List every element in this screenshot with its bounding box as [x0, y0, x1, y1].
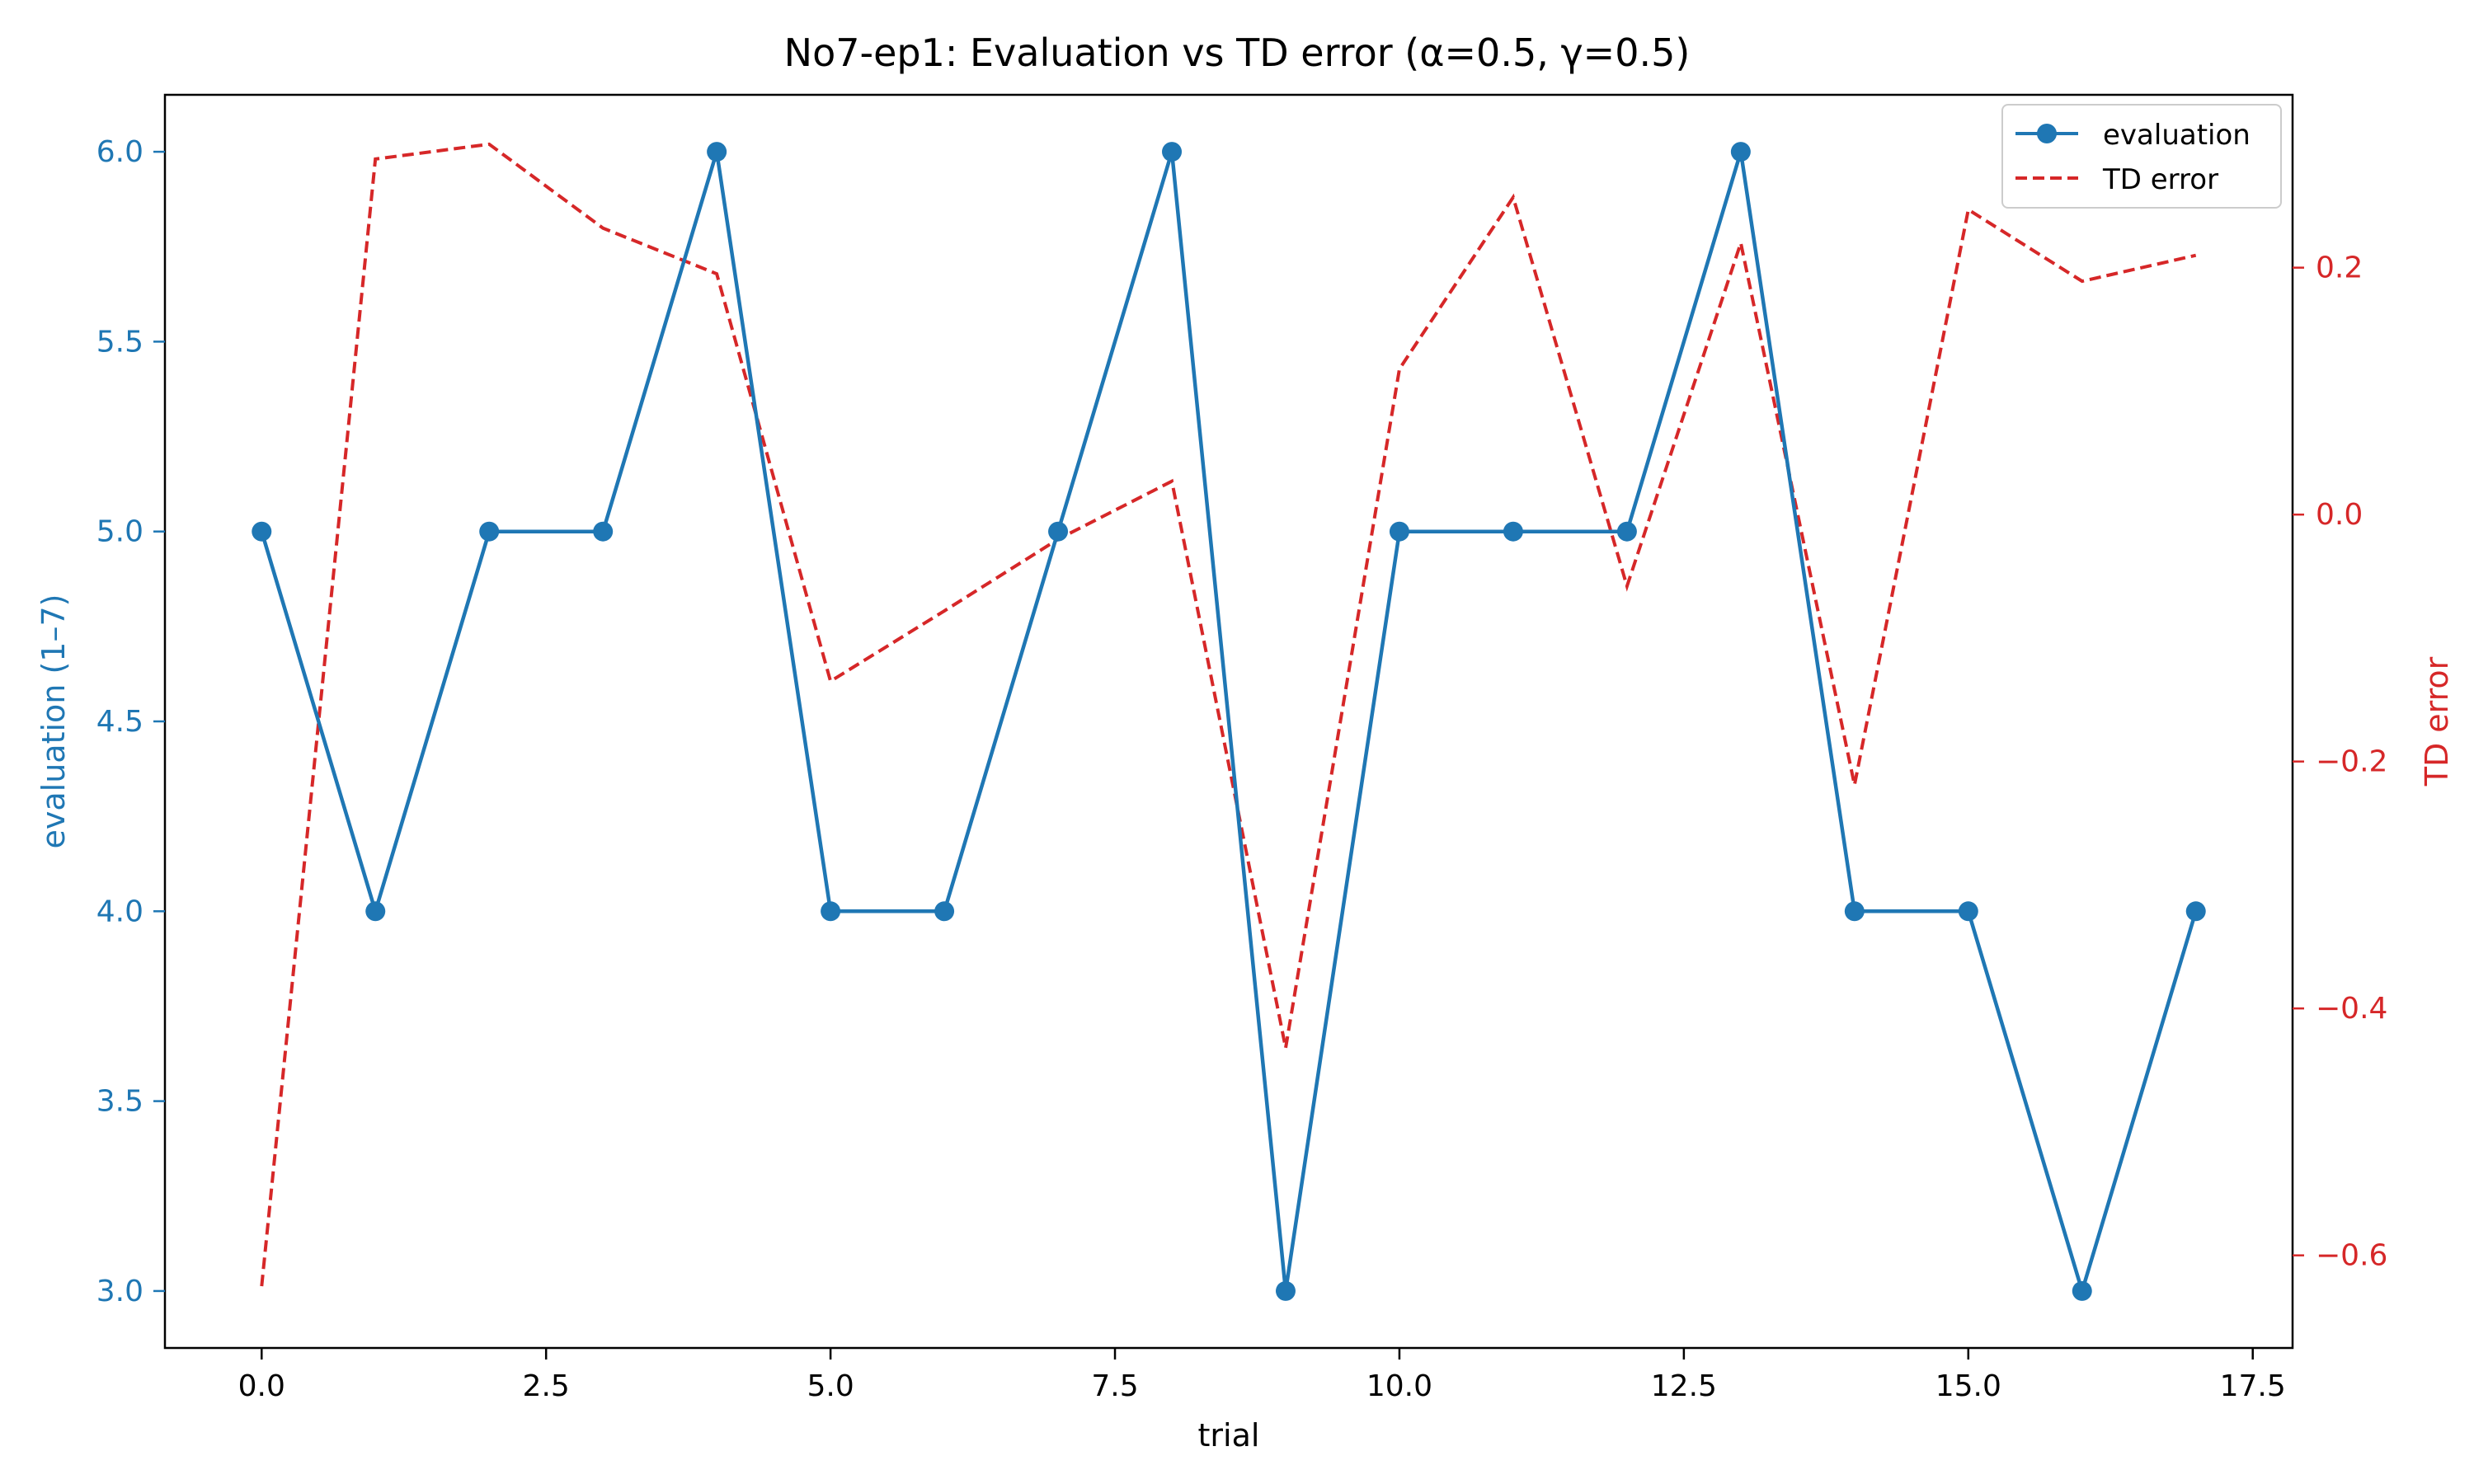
td-error-series-line: [260, 142, 2197, 1287]
y-left-tick-label: 5.0: [96, 515, 143, 549]
legend-td-error-label: TD error: [2102, 163, 2218, 196]
y-right-tick-label: −0.4: [2316, 992, 2387, 1026]
evaluation-point: [593, 521, 614, 542]
y-left-tick-label: 6.0: [96, 135, 143, 169]
x-axis-label: trial: [1198, 1417, 1260, 1453]
y-right-tick-label: 0.2: [2316, 251, 2363, 285]
evaluation-point: [1844, 901, 1865, 922]
evaluation-point: [1162, 142, 1183, 162]
evaluation-point: [1503, 521, 1523, 542]
y-axis-label-right: TD error: [2419, 656, 2455, 787]
evaluation-point: [1730, 142, 1751, 162]
legend: evaluation TD error: [2001, 104, 2282, 209]
x-tick-label: 0.0: [238, 1369, 285, 1403]
chart-title: No7-ep1: Evaluation vs TD error (α=0.5, …: [784, 31, 1691, 75]
evaluation-series-line: [260, 149, 2198, 1294]
evaluation-point: [252, 521, 272, 542]
y-left-tick-label: 3.0: [96, 1275, 143, 1308]
evaluation-point: [1389, 521, 1409, 542]
y-left-tick-label: 4.0: [96, 895, 143, 928]
evaluation-point: [821, 901, 841, 922]
evaluation-point: [2185, 901, 2206, 922]
legend-box: [2001, 104, 2282, 209]
evaluation-point: [479, 521, 500, 542]
evaluation-point: [1958, 901, 1978, 922]
legend-evaluation-marker: [2037, 124, 2057, 143]
y-left-tick-label: 4.5: [96, 705, 143, 739]
x-tick-label: 17.5: [2220, 1369, 2286, 1403]
y-left-tick-label: 5.5: [96, 325, 143, 359]
x-tick-label: 7.5: [1091, 1369, 1138, 1403]
x-tick-label: 12.5: [1651, 1369, 1717, 1403]
chart-marks: [252, 142, 2206, 1301]
x-tick-label: 5.0: [807, 1369, 854, 1403]
chart-axes: 0.0 2.5 5.0 7.5 10.0 12.5 15.0 17.5 3.0 3.5 4.0 4.5…: [96, 135, 2388, 1403]
y-axis-label-left: evaluation (1–7): [35, 594, 72, 849]
x-tick-label: 10.0: [1366, 1369, 1432, 1403]
evaluation-point: [707, 142, 727, 162]
y-right-tick-label: 0.0: [2316, 498, 2363, 532]
y-right-tick-label: −0.6: [2316, 1239, 2387, 1273]
evaluation-point: [1616, 521, 1637, 542]
y-left-tick-label: 3.5: [96, 1085, 143, 1119]
legend-evaluation-label: evaluation: [2103, 119, 2251, 152]
evaluation-point: [1048, 521, 1069, 542]
x-tick-label: 2.5: [523, 1369, 570, 1403]
evaluation-point: [365, 901, 386, 922]
evaluation-point: [2072, 1280, 2092, 1301]
x-tick-label: 15.0: [1935, 1369, 2001, 1403]
y-right-tick-label: −0.2: [2316, 745, 2387, 779]
evaluation-point: [1275, 1280, 1296, 1301]
evaluation-point: [934, 901, 955, 922]
